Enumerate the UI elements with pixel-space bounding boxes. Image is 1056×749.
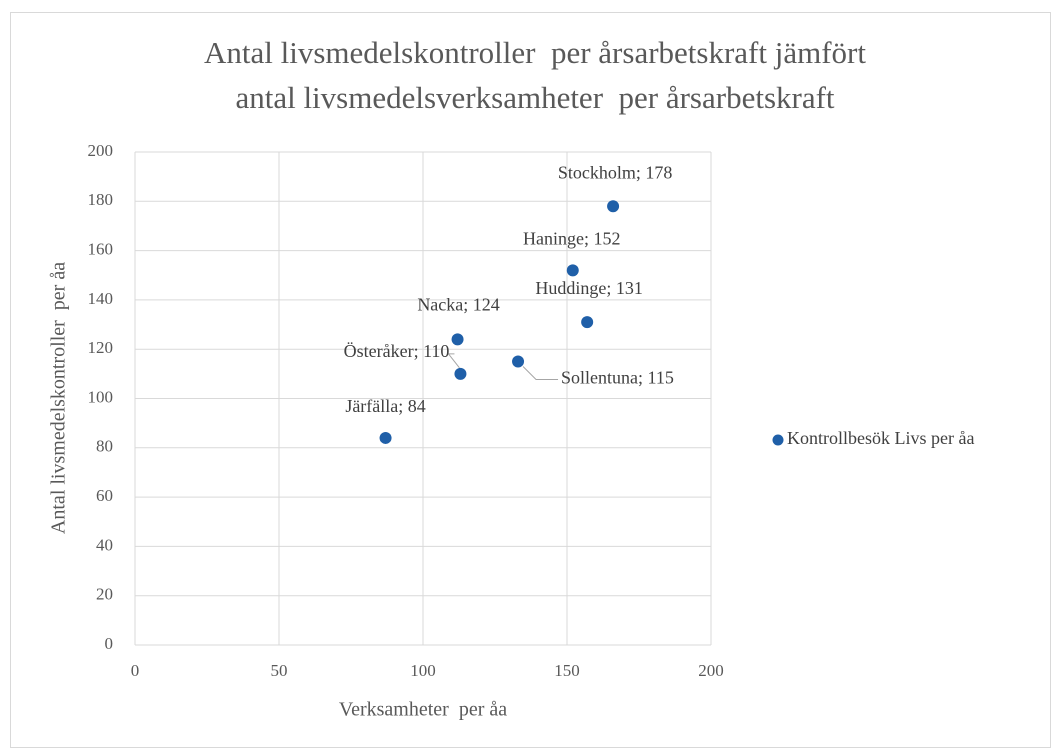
y-tick-label: 20 (96, 585, 113, 604)
point (566, 264, 579, 277)
leader-line (447, 353, 460, 369)
y-tick-label: 0 (105, 634, 114, 653)
point (451, 333, 464, 346)
y-tick-label: 160 (88, 240, 114, 259)
y-tick-label: 60 (96, 486, 113, 505)
x-axis-title: Verksamheter per åa (339, 699, 507, 721)
x-tick-label: 200 (698, 661, 724, 680)
data-label: Järfälla; 84 (345, 396, 425, 416)
y-tick-label: 80 (96, 437, 113, 456)
x-tick-label: 50 (271, 661, 288, 680)
data-label: Österåker; 110 (344, 341, 450, 361)
y-tick-label: 100 (88, 387, 114, 406)
point (607, 200, 620, 213)
data-label: Nacka; 124 (417, 294, 499, 314)
chart-title: Antal livsmedelskontroller per årsarbets… (204, 35, 866, 70)
y-tick-label: 120 (88, 338, 114, 357)
legend-label: Kontrollbesök Livs per åa (787, 428, 974, 448)
y-tick-label: 180 (88, 190, 114, 209)
x-tick-label: 150 (554, 661, 580, 680)
point (454, 367, 467, 380)
point (581, 316, 594, 329)
chart-title: antal livsmedelsverksamheter per årsarbe… (235, 80, 834, 115)
data-label: Stockholm; 178 (558, 162, 673, 182)
y-tick-label: 200 (88, 141, 114, 160)
y-tick-label: 40 (96, 535, 113, 554)
point (379, 431, 392, 444)
x-tick-label: 0 (131, 661, 140, 680)
point (512, 355, 525, 368)
data-label: Sollentuna; 115 (561, 368, 674, 388)
y-axis-title: Antal livsmedelskontroller per åa (48, 262, 70, 534)
y-tick-label: 140 (88, 289, 114, 308)
data-label: Haninge; 152 (523, 228, 620, 248)
legend-marker (772, 434, 784, 446)
x-tick-label: 100 (410, 661, 436, 680)
leader-line (522, 366, 559, 381)
chart-border (10, 12, 1051, 748)
data-label: Huddinge; 131 (535, 278, 643, 298)
